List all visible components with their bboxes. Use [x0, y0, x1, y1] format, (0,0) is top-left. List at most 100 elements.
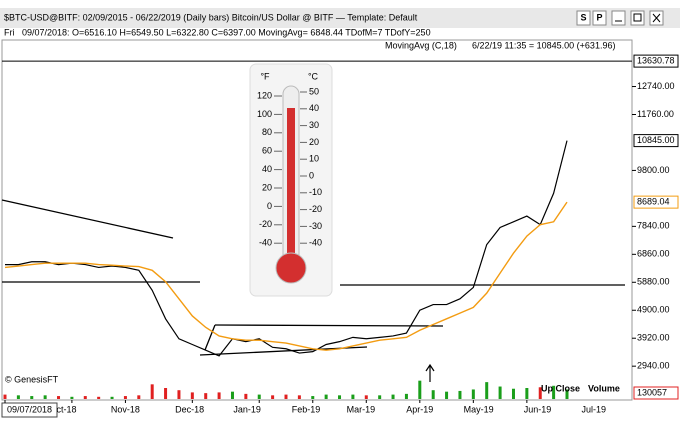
- y-tick-label: 4900.00: [637, 305, 670, 315]
- x-tick-label: Jan-19: [233, 404, 261, 414]
- thermometer-f-tick: -20: [259, 219, 272, 229]
- volume-bar: [431, 390, 435, 399]
- y-tick-label: 3920.00: [637, 333, 670, 343]
- volume-bar: [511, 388, 515, 399]
- volume-bar: [471, 389, 475, 399]
- restore[interactable]: [630, 10, 645, 26]
- copyright: © GenesisFT: [5, 374, 59, 384]
- trend-line: [1, 199, 174, 239]
- volume-bar: [525, 388, 529, 399]
- info-day: Fri: [4, 27, 15, 37]
- y-tick-label: 12740.00: [637, 81, 675, 91]
- volume-bar: [217, 392, 221, 399]
- thermometer-c-tick: 50: [309, 86, 319, 96]
- thermometer-c-tick: -10: [309, 187, 322, 197]
- thermometer-f-tick: 60: [262, 146, 272, 156]
- volume-bar: [418, 380, 422, 399]
- thermometer-c-tick: -20: [309, 204, 322, 214]
- x-tick-label: May-19: [464, 404, 494, 414]
- price-marker-label: 13630.78: [637, 55, 675, 65]
- x-tick-label: Dec-18: [175, 404, 204, 414]
- volume-bar: [70, 396, 74, 399]
- volume-bar: [498, 386, 502, 399]
- volume-bar: [485, 382, 489, 399]
- volume-bar: [110, 396, 114, 399]
- legend-text: 6/22/19 11:35 = 10845.00 (+631.96): [472, 40, 615, 50]
- thermometer-c-tick: -30: [309, 221, 322, 231]
- volume-bar: [391, 394, 395, 399]
- volume-bar: [311, 396, 315, 399]
- x-tick-label: Mar-19: [347, 404, 376, 414]
- x-tick-label: Jun-19: [524, 404, 552, 414]
- volume-bar: [3, 394, 7, 399]
- plot-frame: [1, 39, 633, 401]
- y-tick-label: 6860.00: [637, 249, 670, 259]
- volume-bar: [378, 395, 382, 399]
- thermometer-unit: °C: [308, 71, 319, 81]
- window-title: $BTC-USD@BITF: 02/09/2015 - 06/22/2019 (…: [4, 12, 418, 22]
- volume-bar: [97, 396, 101, 399]
- window-controls[interactable]: [611, 10, 664, 26]
- thermometer-f-tick: 80: [262, 127, 272, 137]
- button-label[interactable]: S: [580, 12, 586, 22]
- volume-bar: [538, 387, 542, 399]
- minimize[interactable]: [611, 10, 626, 26]
- volume-bar: [43, 395, 47, 399]
- thermometer-f-tick: -40: [259, 238, 272, 248]
- volume-bar: [57, 396, 61, 399]
- price-marker: [633, 134, 679, 148]
- thermometer-unit: °F: [260, 71, 270, 81]
- thermometer-c-tick: 20: [309, 137, 319, 147]
- thermometer-c-tick: 0: [309, 170, 314, 180]
- button[interactable]: [576, 10, 591, 26]
- x-tick-label: Feb-19: [292, 404, 321, 414]
- x-tick-label: Nov-18: [111, 404, 140, 414]
- volume-bar: [364, 395, 368, 399]
- y-tick-label: 11760.00: [637, 109, 674, 119]
- y-tick-label: 7840.00: [637, 221, 670, 231]
- x-tick-label: Apr-19: [406, 404, 433, 414]
- volume-bar: [204, 393, 208, 399]
- volume-bar: [244, 393, 248, 399]
- thermometer-f-tick: 120: [257, 90, 272, 100]
- icon: [652, 13, 661, 23]
- cursor-date-box: [1, 402, 58, 418]
- title-bar: [0, 8, 680, 28]
- volume-legend: Volume: [588, 383, 620, 393]
- volume-bar: [230, 391, 234, 399]
- volume-bar: [150, 384, 154, 399]
- volume-marker: [633, 386, 679, 400]
- button[interactable]: [592, 10, 607, 26]
- thermometer-f-tick: 0: [267, 201, 272, 211]
- volume-bar: [83, 396, 87, 399]
- thermometer-f-tick: 40: [262, 164, 272, 174]
- thermometer: °F °C: [249, 63, 333, 297]
- volume-bar: [565, 389, 569, 399]
- thermometer-bulb: [275, 252, 307, 284]
- button-label[interactable]: P: [596, 12, 602, 22]
- volume-bar: [297, 395, 301, 399]
- volume-bar: [338, 395, 342, 399]
- volume-bar: [404, 393, 408, 399]
- thermometer-f-tick: 20: [262, 182, 272, 192]
- thermometer-c-tick: 40: [309, 103, 319, 113]
- trend-line: [214, 324, 444, 327]
- volume-bar: [458, 390, 462, 399]
- x-tick-label: ct-18: [57, 404, 77, 414]
- volume-bar: [324, 394, 328, 399]
- thermometer-mercury: [287, 108, 295, 268]
- volume-bar: [190, 392, 194, 399]
- price-marker: [633, 54, 679, 68]
- thermometer-f-tick: 100: [257, 109, 272, 119]
- price-line: [5, 140, 568, 357]
- x-tick-label: Jul-19: [582, 404, 607, 414]
- price-marker: [633, 195, 679, 209]
- trend-line: [204, 324, 216, 351]
- y-tick-label: 2940.00: [637, 361, 670, 371]
- volume-bar: [164, 388, 168, 399]
- volume-bar: [30, 396, 34, 399]
- moving-average: [4, 201, 568, 351]
